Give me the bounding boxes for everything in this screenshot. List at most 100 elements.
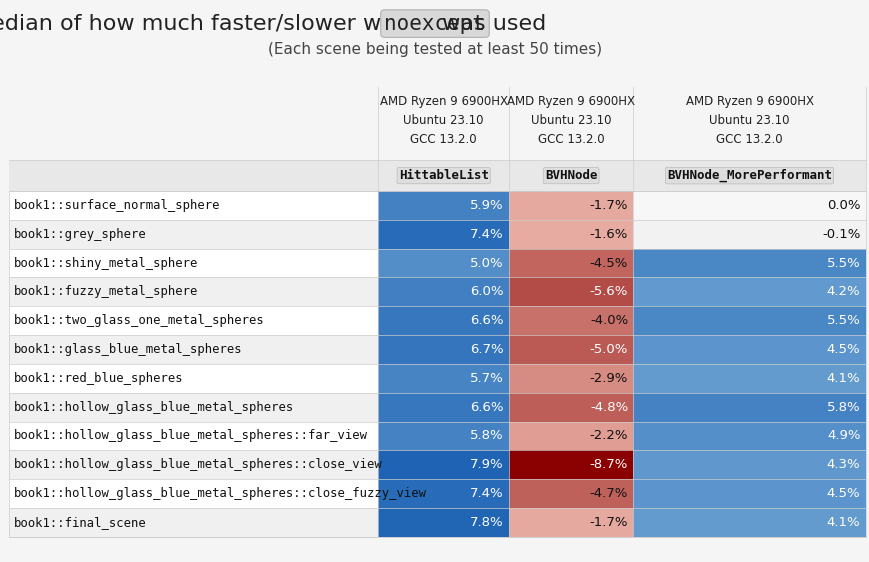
Text: book1::red_blue_spheres: book1::red_blue_spheres [14,372,183,385]
Bar [9,306,378,335]
Bar [633,508,865,537]
Text: 6.6%: 6.6% [469,314,503,327]
Text: -1.6%: -1.6% [589,228,627,241]
Bar [633,422,865,450]
Bar [9,191,378,220]
Bar [633,393,865,422]
Text: 5.7%: 5.7% [469,372,503,385]
Bar [633,364,865,393]
Text: (Each scene being tested at least 50 times): (Each scene being tested at least 50 tim… [268,42,601,57]
Text: -1.7%: -1.7% [589,199,627,212]
Bar [633,249,865,278]
Bar [378,306,508,335]
Bar [9,220,378,249]
Bar [378,479,508,508]
Text: -5.0%: -5.0% [589,343,627,356]
Bar [378,364,508,393]
Bar [508,508,633,537]
Bar [633,450,865,479]
Bar [633,335,865,364]
Text: book1::grey_sphere: book1::grey_sphere [14,228,147,241]
Bar [9,160,865,191]
Bar [378,220,508,249]
Text: BVHNode_MorePerformant: BVHNode_MorePerformant [667,169,831,182]
Bar [633,278,865,306]
Bar [378,278,508,306]
Text: noexcept: noexcept [384,13,485,34]
Text: 5.9%: 5.9% [469,199,503,212]
Text: -5.6%: -5.6% [589,285,627,298]
Text: book1::hollow_glass_blue_metal_spheres: book1::hollow_glass_blue_metal_spheres [14,401,294,414]
Text: -4.8%: -4.8% [589,401,627,414]
Text: 4.3%: 4.3% [826,458,859,471]
Text: book1::two_glass_one_metal_spheres: book1::two_glass_one_metal_spheres [14,314,264,327]
Text: 6.6%: 6.6% [469,401,503,414]
Bar [508,450,633,479]
Bar [378,422,508,450]
Bar [378,508,508,537]
Text: Median of how much faster/slower was if: Median of how much faster/slower was if [0,13,434,34]
Text: -4.5%: -4.5% [589,257,627,270]
Text: 4.9%: 4.9% [826,429,859,442]
Text: 5.5%: 5.5% [826,257,859,270]
Text: book1::shiny_metal_sphere: book1::shiny_metal_sphere [14,257,198,270]
Text: -8.7%: -8.7% [589,458,627,471]
Text: BVHNode: BVHNode [544,169,597,182]
Text: was used: was used [434,13,546,34]
Bar [508,364,633,393]
Text: 4.5%: 4.5% [826,343,859,356]
Bar [508,393,633,422]
Text: 4.2%: 4.2% [826,285,859,298]
Text: -2.9%: -2.9% [589,372,627,385]
Bar [9,450,378,479]
Text: book1::glass_blue_metal_spheres: book1::glass_blue_metal_spheres [14,343,242,356]
Bar [9,479,378,508]
Text: 5.0%: 5.0% [469,257,503,270]
Text: -2.2%: -2.2% [589,429,627,442]
Bar [508,191,633,220]
Bar [508,306,633,335]
Bar [378,87,865,160]
Bar [508,335,633,364]
Bar [378,335,508,364]
Bar [9,335,378,364]
Text: 4.1%: 4.1% [826,372,859,385]
Bar [508,278,633,306]
Bar [508,249,633,278]
Text: HittableList: HittableList [398,169,488,182]
Bar [378,249,508,278]
Bar [378,450,508,479]
Text: 6.0%: 6.0% [469,285,503,298]
Text: -4.0%: -4.0% [589,314,627,327]
Bar [633,220,865,249]
Bar [9,393,378,422]
Text: 7.9%: 7.9% [469,458,503,471]
Text: 6.7%: 6.7% [469,343,503,356]
Bar [9,278,378,306]
Text: book1::hollow_glass_blue_metal_spheres::close_view: book1::hollow_glass_blue_metal_spheres::… [14,458,382,471]
Text: AMD Ryzen 9 6900HX
Ubuntu 23.10
GCC 13.2.0: AMD Ryzen 9 6900HX Ubuntu 23.10 GCC 13.2… [685,96,813,146]
Text: book1::hollow_glass_blue_metal_spheres::far_view: book1::hollow_glass_blue_metal_spheres::… [14,429,368,442]
Bar [508,479,633,508]
Bar [378,191,508,220]
Text: 7.8%: 7.8% [469,516,503,529]
Text: -4.7%: -4.7% [589,487,627,500]
Text: -1.7%: -1.7% [589,516,627,529]
Text: book1::fuzzy_metal_sphere: book1::fuzzy_metal_sphere [14,285,198,298]
Text: -0.1%: -0.1% [821,228,859,241]
Text: 0.0%: 0.0% [826,199,859,212]
Bar [9,422,378,450]
Bar [9,249,378,278]
Text: book1::final_scene: book1::final_scene [14,516,147,529]
Text: 5.5%: 5.5% [826,314,859,327]
Text: 7.4%: 7.4% [469,228,503,241]
Text: 5.8%: 5.8% [826,401,859,414]
Bar [9,508,378,537]
Text: book1::surface_normal_sphere: book1::surface_normal_sphere [14,199,220,212]
Bar [378,393,508,422]
Text: book1::hollow_glass_blue_metal_spheres::close_fuzzy_view: book1::hollow_glass_blue_metal_spheres::… [14,487,427,500]
Bar [508,220,633,249]
Text: AMD Ryzen 9 6900HX
Ubuntu 23.10
GCC 13.2.0: AMD Ryzen 9 6900HX Ubuntu 23.10 GCC 13.2… [379,96,507,146]
Text: 4.1%: 4.1% [826,516,859,529]
Text: 5.8%: 5.8% [469,429,503,442]
